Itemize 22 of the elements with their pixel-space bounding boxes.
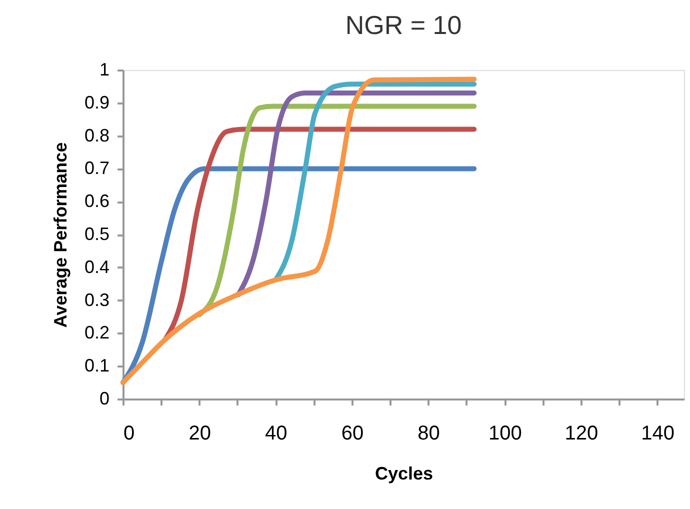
x-tick-label: 60 [341,422,364,444]
x-tick-label: 100 [488,422,522,444]
chart-title: NGR = 10 [345,10,462,40]
y-tick-label: 0 [99,388,110,408]
y-tick-label: 0.8 [84,125,110,146]
y-tick-label: 0.2 [84,322,110,343]
y-tick-label: 0.5 [84,224,110,244]
x-tick-label: 120 [564,422,598,444]
y-tick-label: 0.6 [84,191,110,212]
y-tick-label: 1 [99,60,110,80]
y-tick-label: 0.3 [84,290,110,310]
x-axis-title: Cycles [374,464,434,484]
y-tick-label: 0.9 [84,92,110,112]
x-tick-label: 20 [188,422,211,444]
y-axis-title: Average Performance [50,142,70,328]
x-tick-label: 140 [641,422,674,444]
x-tick-label: 80 [418,422,440,444]
y-tick-label: 0.7 [84,158,110,178]
x-tick-label: 0 [124,422,135,444]
y-tick-label: 0.4 [84,256,110,277]
x-tick-label: 40 [265,422,288,444]
y-tick-label: 0.1 [84,356,110,376]
